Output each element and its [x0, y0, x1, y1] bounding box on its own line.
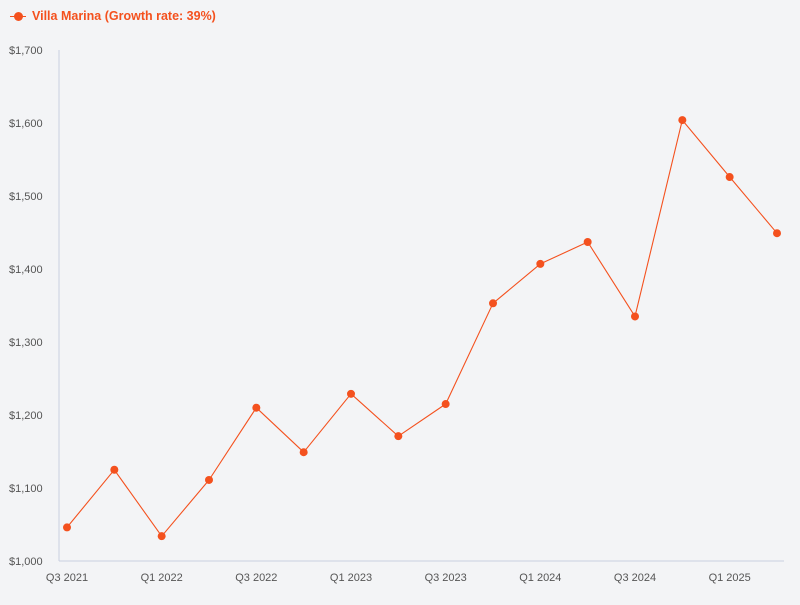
data-point [63, 523, 71, 532]
legend-label: Villa Marina (Growth rate: 39%) [32, 9, 216, 23]
data-point [110, 465, 119, 474]
y-tick-label: $1,400 [9, 264, 43, 276]
y-tick-label: $1,000 [9, 556, 43, 568]
x-tick-label: Q3 2021 [46, 572, 88, 584]
data-point [394, 432, 403, 441]
y-tick-label: $1,700 [9, 45, 43, 57]
x-tick-label: Q1 2023 [330, 572, 372, 584]
data-point [631, 312, 639, 321]
x-tick-label: Q1 2024 [519, 572, 561, 584]
x-tick-label: Q3 2024 [614, 572, 656, 584]
y-tick-label: $1,300 [9, 337, 43, 349]
x-tick-label: Q1 2022 [141, 572, 183, 584]
data-point [536, 259, 545, 268]
y-tick-label: $1,200 [9, 410, 43, 422]
y-tick-label: $1,500 [9, 191, 43, 203]
data-point [347, 389, 355, 398]
data-point [725, 173, 734, 182]
data-point [489, 299, 497, 308]
y-tick-label: $1,600 [9, 118, 43, 130]
data-point [252, 403, 261, 412]
x-tick-label: Q3 2022 [235, 572, 277, 584]
data-point [441, 400, 450, 409]
data-point [299, 448, 308, 457]
data-point [157, 532, 166, 541]
data-point [678, 116, 687, 125]
series-line [66, 119, 778, 537]
data-point [205, 475, 213, 484]
x-tick-label: Q1 2025 [709, 572, 751, 584]
data-point [583, 237, 592, 246]
legend-marker-icon [10, 10, 26, 22]
y-tick-label: $1,100 [9, 483, 43, 495]
data-point [773, 229, 781, 238]
x-tick-label: Q3 2023 [425, 572, 467, 584]
legend[interactable]: Villa Marina (Growth rate: 39%) [10, 9, 216, 23]
